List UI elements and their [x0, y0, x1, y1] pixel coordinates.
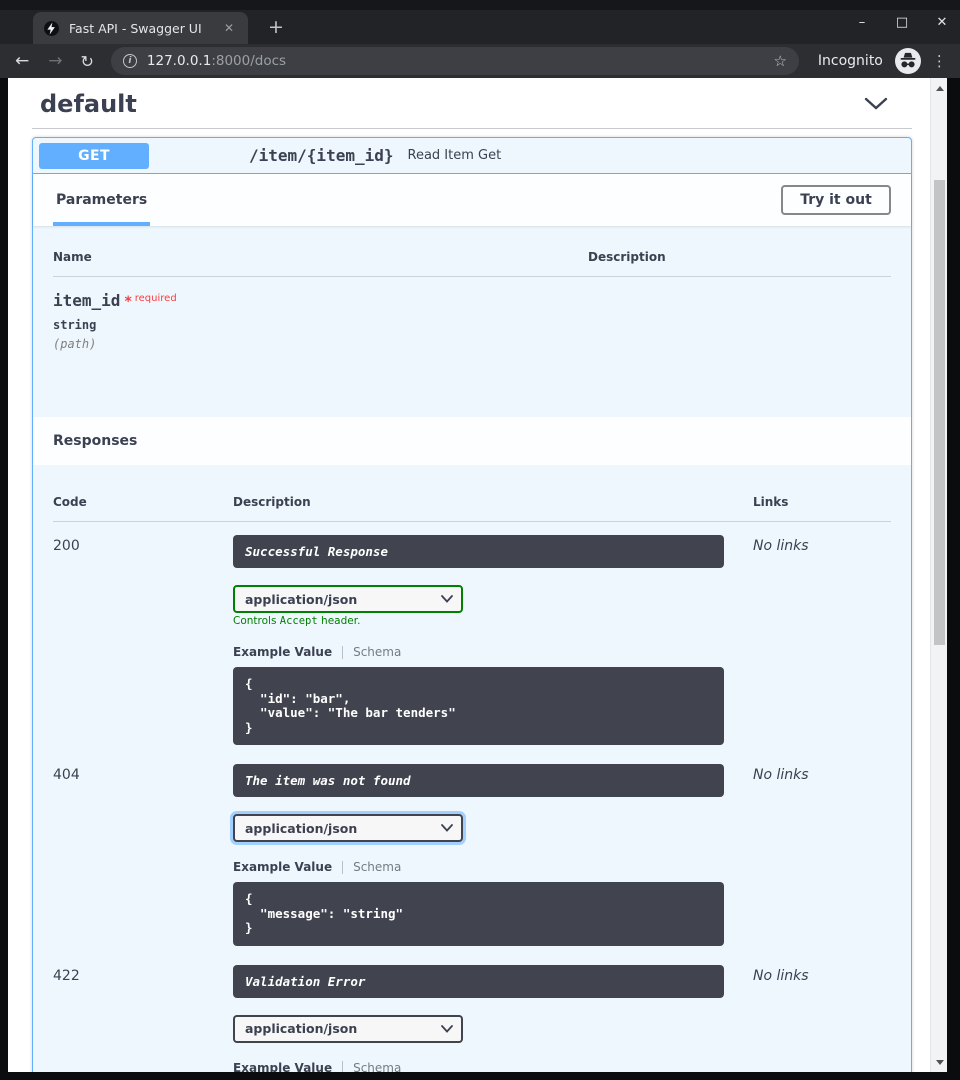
incognito-label: Incognito [817, 53, 883, 69]
operation-summary-text: Read Item Get [407, 148, 502, 163]
info-icon[interactable]: i [122, 54, 137, 68]
address-bar[interactable]: i 127.0.0.1:8000/docs ☆ [110, 47, 799, 75]
response-row-404: 404 The item was not found application/j… [53, 751, 891, 952]
column-name: Name [53, 250, 92, 264]
model-example-tabs: Example Value Schema [233, 645, 753, 659]
tab-schema[interactable]: Schema [353, 1060, 402, 1073]
scrollbar[interactable] [930, 78, 947, 1072]
media-type-select[interactable]: application/json [233, 814, 463, 842]
tab-schema[interactable]: Schema [353, 860, 402, 874]
media-type-control: application/json [233, 585, 463, 613]
scrollbar-thumb[interactable] [934, 180, 945, 645]
tab-schema[interactable]: Schema [353, 645, 402, 659]
media-type-select[interactable]: application/json [233, 585, 463, 613]
back-icon[interactable]: ← [15, 51, 30, 71]
parameter-location: (path) [53, 337, 97, 351]
browser-tab[interactable]: Fast API - Swagger UI ✕ [33, 12, 248, 44]
url-path: :8000/docs [211, 53, 287, 69]
response-description-block: Validation Error [233, 964, 724, 998]
tab-example-value[interactable]: Example Value [233, 860, 333, 874]
parameters-table: Name Description item_id * required string… [33, 226, 911, 417]
model-example-tabs: Example Value Schema [233, 1060, 753, 1073]
tag-divider [32, 128, 912, 129]
forward-icon[interactable]: → [48, 51, 63, 71]
response-links: No links [753, 538, 809, 554]
parameter-name: item_id * required [53, 291, 177, 310]
response-links: No links [753, 967, 809, 984]
window-frame-edge [0, 0, 960, 10]
method-badge: GET [39, 142, 149, 169]
column-description: Description [588, 250, 666, 264]
try-it-out-button[interactable]: Try it out [781, 185, 891, 215]
response-links: No links [753, 767, 809, 783]
required-asterisk: * [124, 294, 132, 310]
response-row-422: 422 Validation Error application/json [53, 952, 891, 1073]
reload-icon[interactable]: ↻ [80, 51, 94, 71]
responses-title: Responses [53, 433, 138, 449]
parameter-name-cell: item_id * required string (path) [53, 291, 588, 417]
media-type-control: application/json [233, 814, 463, 842]
media-type-select[interactable]: application/json [233, 1014, 463, 1043]
browser-toolbar: ← → ↻ i 127.0.0.1:8000/docs ☆ Incognito … [0, 44, 960, 78]
fastapi-favicon-icon [43, 19, 60, 37]
page-viewport: default GET /item/{item_id} Read Item Ge… [8, 78, 947, 1072]
response-description-cell: The item was not found application/json … [233, 764, 753, 946]
parameters-header: Parameters Try it out [33, 174, 911, 226]
tab-separator [342, 645, 344, 659]
model-example-tabs: Example Value Schema [233, 860, 753, 874]
media-type-control: application/json [233, 1014, 463, 1043]
column-links: Links [753, 495, 789, 509]
tab-example-value[interactable]: Example Value [233, 645, 333, 659]
responses-table: Code Description Links 200 Successful Re… [33, 465, 911, 1072]
response-code: 404 [53, 767, 80, 783]
chevron-down-icon[interactable] [864, 97, 888, 111]
tab-close-icon[interactable]: ✕ [223, 21, 234, 35]
response-row-200: 200 Successful Response application/json… [53, 522, 891, 751]
accept-header-note: Controls Accept header. [233, 615, 361, 627]
parameters-table-head: Name Description [53, 250, 891, 277]
response-description-block: Successful Response [233, 535, 724, 568]
swagger-content: default GET /item/{item_id} Read Item Ge… [8, 78, 930, 1072]
column-code: Code [53, 495, 87, 509]
operation-summary[interactable]: GET /item/{item_id} Read Item Get [33, 138, 911, 174]
example-code-block: { "message": "string" } [233, 882, 724, 946]
parameters-tab: Parameters [53, 174, 151, 226]
responses-table-head: Code Description Links [53, 495, 891, 522]
column-description: Description [233, 495, 311, 509]
required-label: required [134, 293, 177, 304]
tab-title: Fast API - Swagger UI [69, 20, 202, 36]
response-code: 422 [53, 967, 80, 984]
new-tab-button[interactable]: + [268, 16, 284, 38]
response-description-cell: Validation Error application/json Exampl… [233, 964, 753, 1073]
tag-header[interactable]: default [32, 78, 912, 124]
menu-icon[interactable]: ⋮ [931, 52, 947, 70]
url-host: 127.0.0.1 [146, 53, 212, 69]
response-description-cell: Successful Response application/json Con… [233, 535, 753, 745]
close-icon[interactable]: ✕ [936, 14, 948, 30]
parameter-type: string [53, 318, 97, 332]
minimize-icon[interactable]: – [858, 14, 866, 30]
tab-strip: Fast API - Swagger UI ✕ + – □ ✕ [0, 0, 960, 44]
example-code-block: { "id": "bar", "value": "The bar tenders… [233, 667, 724, 745]
scroll-up-icon[interactable] [931, 80, 948, 96]
scroll-down-icon[interactable] [931, 1054, 948, 1070]
response-code: 200 [53, 538, 80, 554]
bookmark-star-icon[interactable]: ☆ [773, 52, 787, 70]
tab-example-value[interactable]: Example Value [233, 1060, 333, 1073]
response-description-block: The item was not found [233, 764, 724, 797]
tab-separator [342, 860, 344, 874]
parameter-row: item_id * required string (path) [53, 277, 891, 417]
incognito-icon [894, 48, 921, 74]
window-controls: – □ ✕ [854, 0, 950, 44]
operation-block: GET /item/{item_id} Read Item Get Parame… [32, 137, 912, 1072]
tab-separator [342, 1061, 344, 1072]
parameter-description-cell [588, 291, 891, 417]
maximize-icon[interactable]: □ [895, 14, 909, 30]
tag-title: default [40, 90, 137, 118]
operation-path: /item/{item_id} [249, 146, 394, 165]
responses-header: Responses [33, 417, 911, 465]
url-text: 127.0.0.1:8000/docs [147, 53, 286, 69]
